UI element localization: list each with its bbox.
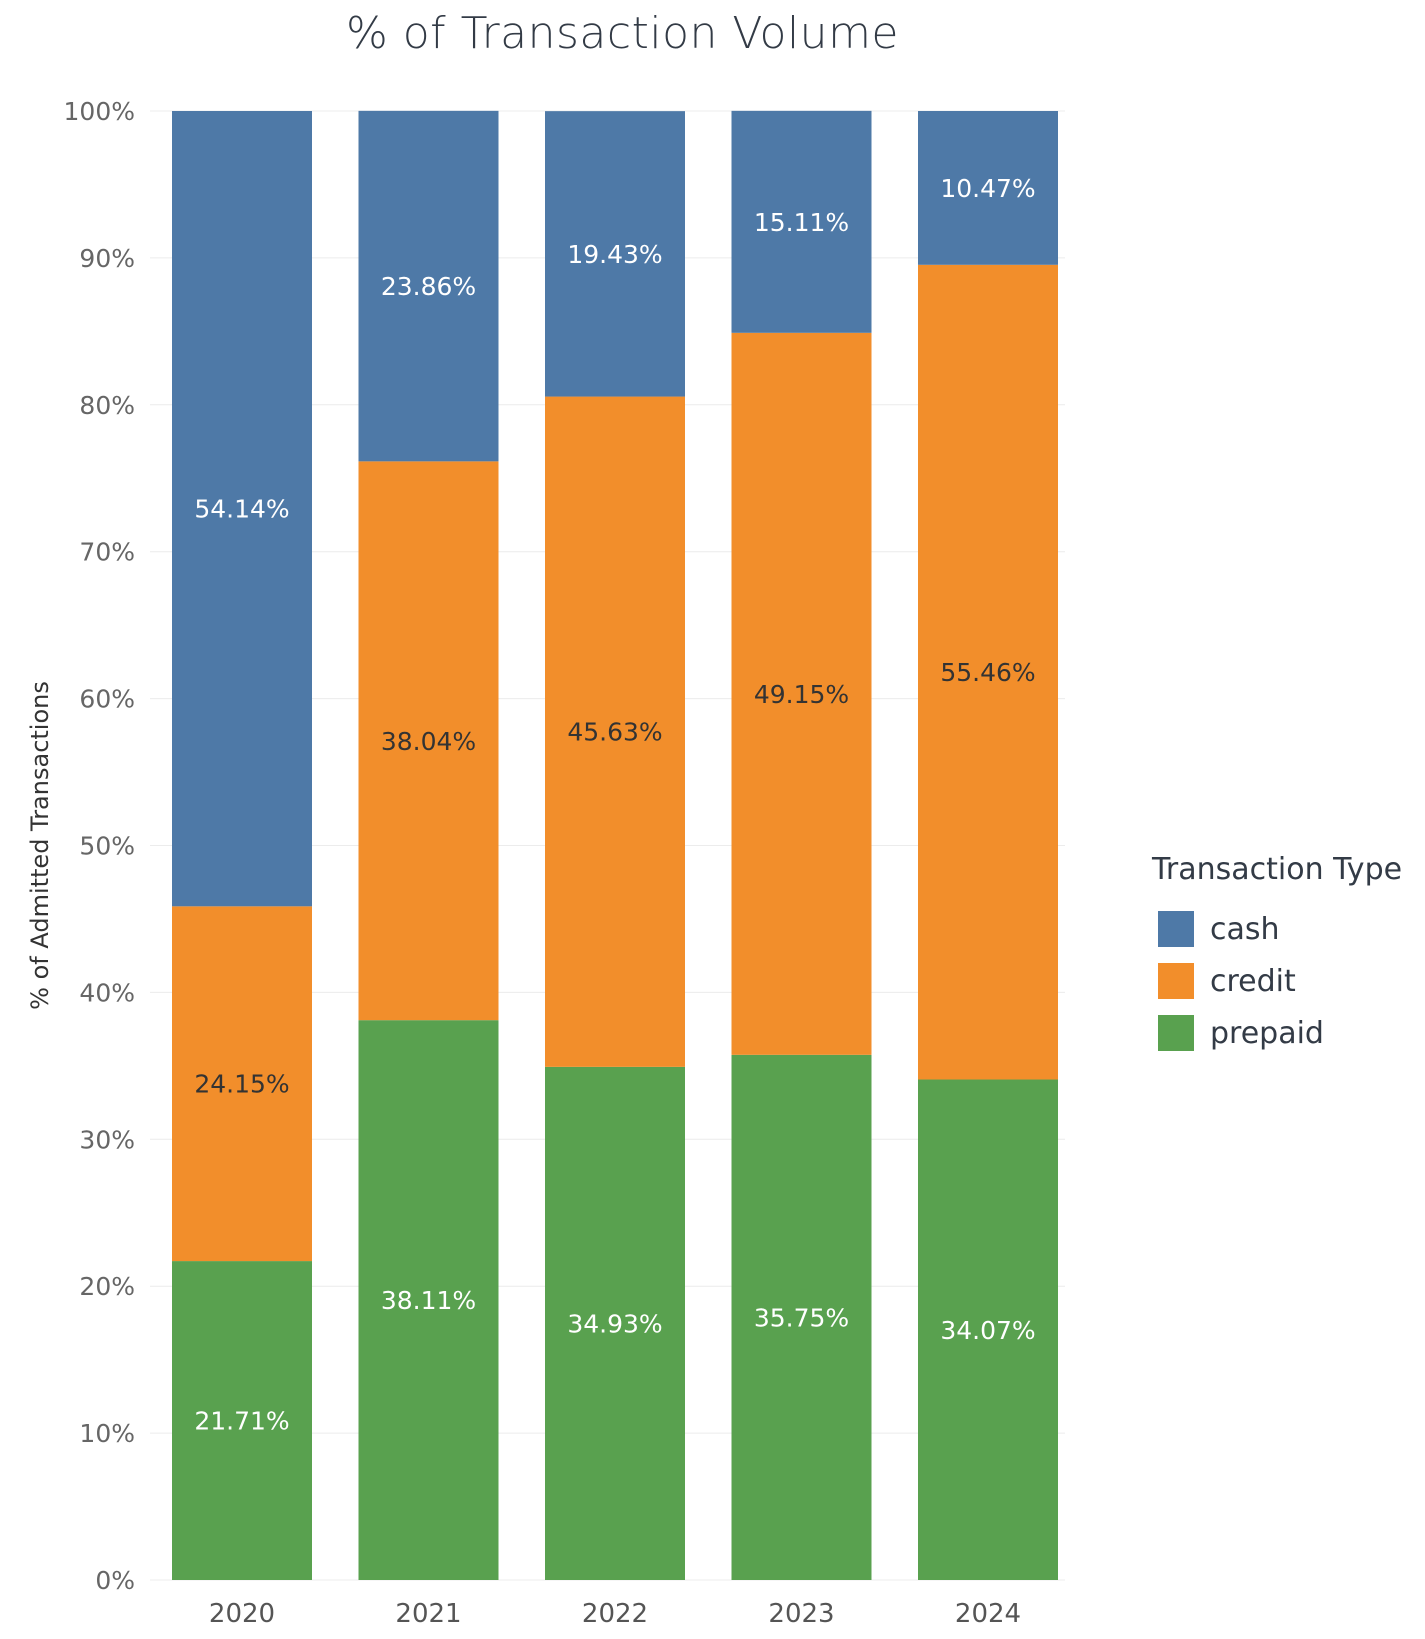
bar-credit-2022[interactable]: [545, 396, 685, 1067]
legend-label-prepaid: prepaid: [1210, 1015, 1324, 1051]
data-label-prepaid-2022: 34.93%: [567, 1309, 662, 1338]
x-tick-label: 2021: [395, 1599, 461, 1629]
y-tick-label: 20%: [79, 1272, 135, 1301]
bar-cash-2021[interactable]: [358, 110, 499, 462]
x-tick-label: 2023: [768, 1599, 834, 1629]
y-tick-label: 10%: [79, 1419, 135, 1448]
data-label-prepaid-2021: 38.11%: [381, 1286, 476, 1315]
y-tick-label: 70%: [79, 538, 135, 567]
data-label-prepaid-2024: 34.07%: [940, 1316, 1035, 1345]
y-tick-label: 30%: [79, 1125, 135, 1154]
y-tick-label: 40%: [79, 978, 135, 1007]
legend-item-prepaid[interactable]: prepaid: [1152, 1007, 1402, 1059]
data-label-cash-2022: 19.43%: [567, 240, 662, 269]
y-axis-title: % of Admitted Transactions: [26, 681, 54, 1010]
data-label-cash-2020: 54.14%: [194, 495, 289, 524]
legend: Transaction Type cash credit prepaid: [1152, 852, 1402, 1059]
bar-cash-2024[interactable]: [918, 111, 1058, 265]
data-label-cash-2023: 15.11%: [754, 208, 849, 237]
data-label-credit-2020: 24.15%: [194, 1070, 289, 1099]
y-tick-label: 100%: [64, 97, 135, 126]
legend-item-credit[interactable]: credit: [1152, 955, 1402, 1007]
y-tick-label: 50%: [79, 832, 135, 861]
x-tick-label: 2020: [209, 1599, 275, 1629]
legend-item-cash[interactable]: cash: [1152, 903, 1402, 955]
data-label-credit-2022: 45.63%: [567, 718, 662, 747]
bar-prepaid-2021[interactable]: [358, 1020, 499, 1580]
bar-cash-2022[interactable]: [545, 111, 685, 397]
legend-title: Transaction Type: [1152, 852, 1403, 887]
data-label-credit-2024: 55.46%: [940, 658, 1035, 687]
data-label-cash-2024: 10.47%: [940, 174, 1035, 203]
data-label-credit-2023: 49.15%: [754, 680, 849, 709]
bar-credit-2020[interactable]: [172, 906, 312, 1262]
bar-credit-2023[interactable]: [731, 332, 872, 1055]
legend-swatch-credit: [1158, 963, 1194, 999]
x-tick-label: 2024: [955, 1599, 1021, 1629]
data-label-cash-2021: 23.86%: [381, 272, 476, 301]
bar-prepaid-2020[interactable]: [172, 1261, 312, 1580]
x-tick-label: 2022: [582, 1599, 648, 1629]
y-tick-label: 80%: [79, 391, 135, 420]
bar-credit-2024[interactable]: [918, 264, 1058, 1080]
bar-prepaid-2023[interactable]: [731, 1054, 872, 1580]
legend-swatch-prepaid: [1158, 1015, 1194, 1051]
y-tick-label: 0%: [95, 1566, 135, 1595]
stacked-bar-chart: 0% 10% 20% 30% 40% 50% 60% 70% 80% 90% 100% % of Ad…: [26, 97, 1065, 1629]
data-label-credit-2021: 38.04%: [381, 727, 476, 756]
y-tick-label: 60%: [79, 685, 135, 714]
bar-credit-2021[interactable]: [358, 461, 499, 1021]
data-label-prepaid-2020: 21.71%: [194, 1407, 289, 1436]
bar-prepaid-2024[interactable]: [918, 1079, 1058, 1580]
legend-label-cash: cash: [1210, 911, 1280, 947]
legend-label-credit: credit: [1210, 963, 1296, 999]
bar-cash-2023[interactable]: [731, 110, 872, 333]
bar-cash-2020[interactable]: [172, 111, 312, 907]
chart-title: % of Transaction Volume: [345, 8, 900, 59]
data-label-prepaid-2023: 35.75%: [754, 1303, 849, 1332]
legend-swatch-cash: [1158, 911, 1194, 947]
y-tick-label: 90%: [79, 244, 135, 273]
bar-prepaid-2022[interactable]: [545, 1066, 685, 1580]
